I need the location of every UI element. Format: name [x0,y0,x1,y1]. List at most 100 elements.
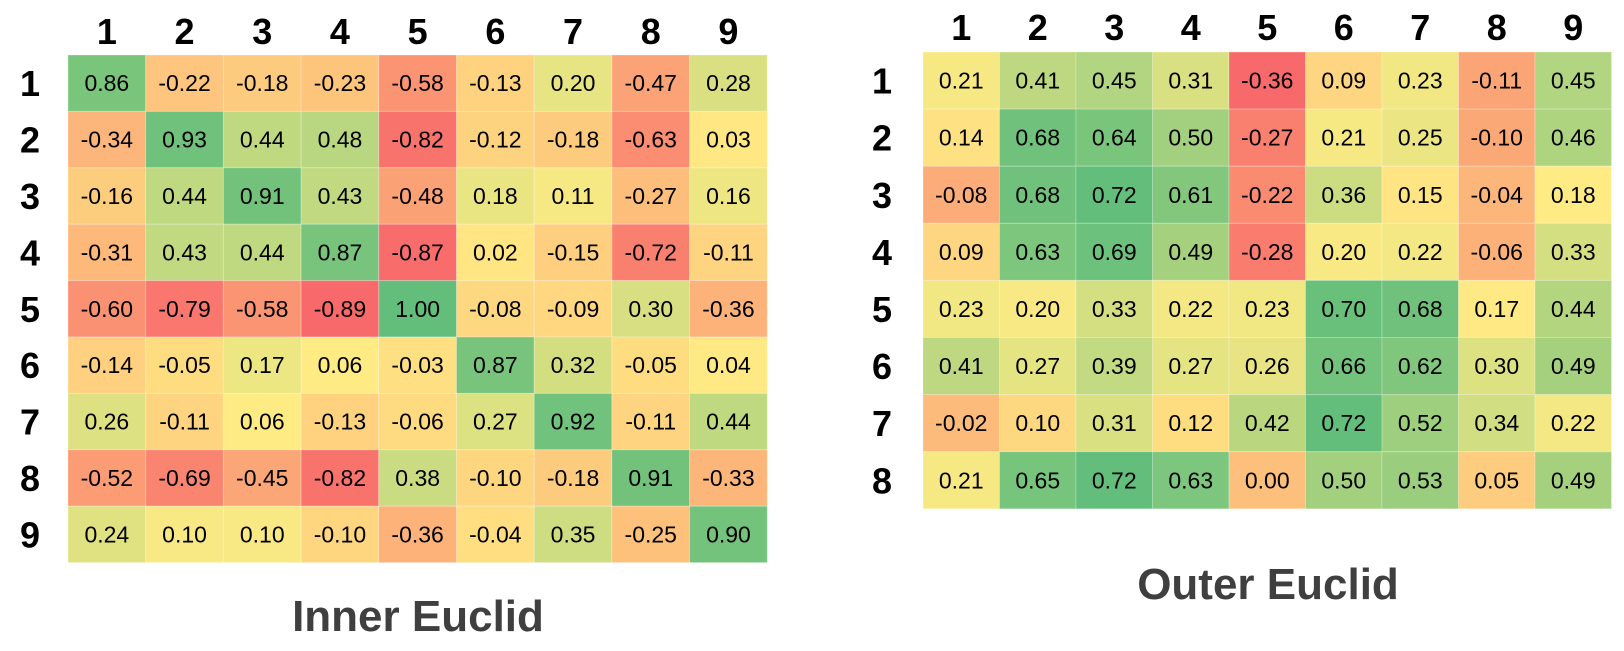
heatmap-cell [300,54,380,112]
cell-value: -0.03 [391,352,443,378]
cell-value: -0.72 [625,239,677,265]
cell-value: -0.04 [469,521,522,547]
cell-value: 0.72 [1321,410,1366,436]
cell-value: 0.65 [1015,467,1060,493]
heatmap-cell [611,54,691,112]
heatmap-cell [922,451,1000,510]
cell-value: 0.86 [84,70,129,96]
row-label: 3 [20,176,40,217]
cell-value: 0.43 [318,183,363,209]
cell-value: 0.20 [1321,239,1366,265]
heatmap-cell [456,54,535,112]
cell-value: 0.50 [1168,125,1213,151]
heatmap-cell [145,223,224,282]
col-label: 9 [718,11,738,52]
cell-value: 0.10 [240,521,285,547]
col-label: 6 [485,11,505,52]
cell-value: 0.49 [1551,467,1596,493]
heatmap-cell [222,54,302,112]
cell-value: 0.41 [939,353,984,379]
heatmap-cell [378,110,457,169]
heatmap-cell [1381,279,1459,338]
cell-value: 0.44 [240,239,285,265]
heatmap-cell [1534,337,1612,396]
cell-value: 0.45 [1092,68,1137,94]
cell-value: 0.45 [1551,68,1596,94]
cell-value: 0.05 [1474,467,1519,493]
cell-value: -0.10 [314,521,366,547]
cell-value: -0.87 [391,239,443,265]
heatmap-cell [999,337,1077,396]
cell-value: -0.58 [236,296,288,322]
col-label: 7 [1410,7,1430,48]
cell-value: 0.61 [1168,182,1213,208]
cell-value: 1.00 [395,296,440,322]
row-label: 7 [872,403,892,444]
heatmap-cell [1534,279,1612,338]
heatmap-cell [1458,451,1536,510]
cell-value: -0.36 [391,521,443,547]
cell-value: 0.17 [240,352,285,378]
cell-value: -0.89 [314,296,366,322]
cell-value: 0.02 [473,239,518,265]
heatmap-cell [1152,337,1230,396]
cell-value: 0.48 [318,127,363,153]
col-label: 1 [951,7,971,48]
cell-value: -0.60 [81,296,133,322]
cell-value: -0.63 [625,127,677,153]
heatmap-cell [611,110,691,169]
heatmap-cell [1152,451,1230,510]
heatmap-cell [300,449,380,507]
heatmap-cell [1152,51,1230,110]
cell-value: 0.06 [240,409,285,435]
cell-value: 0.30 [628,296,673,322]
cell-value: -0.05 [625,352,677,378]
cell-value: 0.49 [1168,239,1213,265]
heatmap-cell [922,165,1000,224]
heatmap-cell [999,51,1077,110]
cell-value: -0.06 [1471,239,1523,265]
heatmap-cell [378,505,457,564]
heatmap-cell [222,110,302,169]
cell-value: -0.06 [391,409,443,435]
heatmap-cell [1305,165,1383,224]
heatmap-cell [689,336,768,394]
heatmap-cell [378,167,457,225]
row-label: 1 [872,61,892,102]
row-label: 1 [20,63,40,104]
heatmap-cell [67,392,147,451]
cell-value: 0.44 [240,127,285,153]
cell-value: 0.38 [395,465,440,491]
cell-value: 0.09 [1321,68,1366,94]
col-label: 1 [97,11,117,52]
cell-value: -0.18 [236,70,288,96]
heatmap-cell [1228,108,1306,167]
cell-value: -0.52 [81,465,133,491]
cell-value: 0.25 [1398,125,1443,151]
cell-value: 0.22 [1551,410,1596,436]
heatmap-cell [1458,51,1536,110]
cell-value: -0.36 [1241,68,1293,94]
cell-value: 0.63 [1168,467,1213,493]
row-label: 6 [20,345,40,386]
cell-value: -0.25 [625,521,677,547]
heatmap-cell [222,280,302,338]
heatmap-cell [378,392,457,451]
heatmap-cell [1381,451,1459,510]
cell-value: 0.69 [1092,239,1137,265]
heatmap-cell [145,280,224,338]
heatmap-cell [533,505,613,564]
col-label: 8 [641,11,661,52]
cell-value: 0.49 [1551,353,1596,379]
cell-value: -0.11 [625,409,676,435]
cell-value: -0.05 [158,352,210,378]
cell-value: 0.27 [1168,353,1213,379]
heatmap-cell [1075,337,1153,396]
cell-value: 0.26 [1245,353,1290,379]
cell-value: 0.70 [1321,296,1366,322]
cell-value: -0.18 [547,127,599,153]
cell-value: 0.16 [706,183,751,209]
cell-value: 0.91 [628,465,673,491]
col-label: 2 [1028,7,1048,48]
cell-value: 0.28 [706,70,751,96]
